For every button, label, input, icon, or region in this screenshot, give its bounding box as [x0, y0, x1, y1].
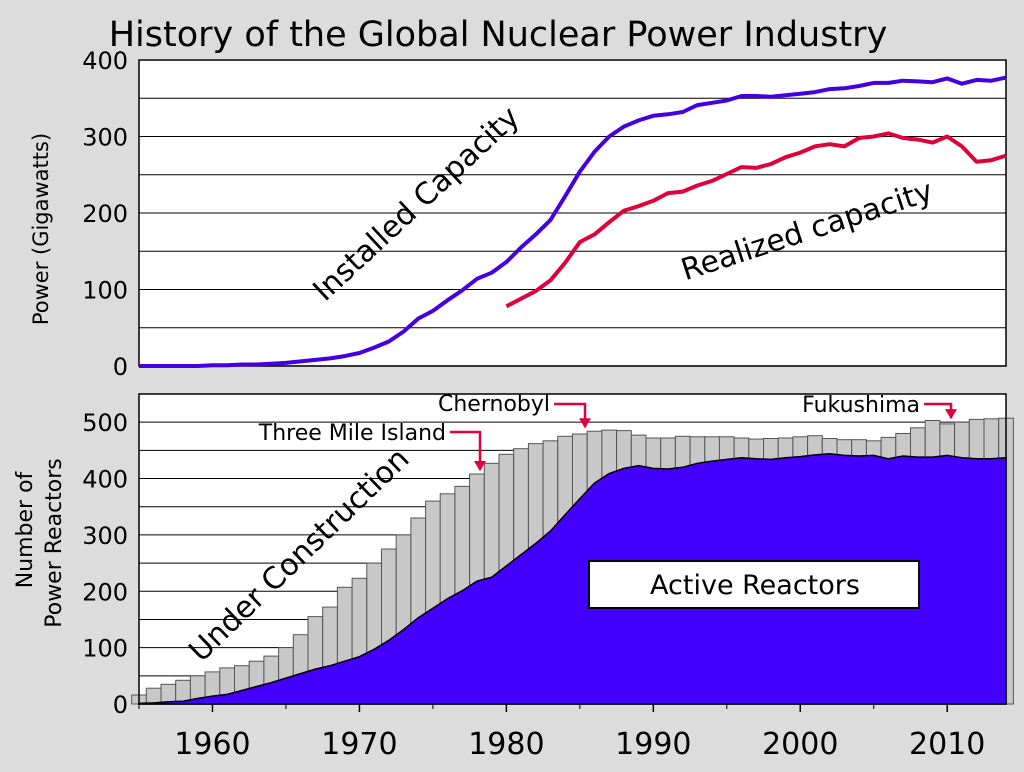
power-plot-area	[139, 59, 1006, 365]
active-reactors-fill	[138, 452, 1007, 705]
power-y-ticks: 0 100 200 300 400	[82, 47, 128, 381]
power-y-tick-label: 0	[113, 353, 128, 381]
reactors-axis-label-line2: Power Reactors	[42, 458, 67, 628]
annotation-label: Chernobyl	[438, 392, 550, 417]
reactors-y-tick-label: 400	[82, 466, 128, 494]
year-tick-label: 1980	[468, 727, 544, 762]
under-construction-bar	[145, 687, 162, 705]
power-y-tick-label: 200	[82, 200, 128, 228]
annotation-label: Fukushima	[802, 393, 920, 418]
power-plot-frame	[138, 59, 1007, 367]
reactors-y-tick-label: 0	[113, 691, 128, 719]
reactors-axis-label-line1: Number of	[13, 470, 38, 588]
active-reactors-area	[138, 452, 1007, 705]
annotation-arrow	[450, 430, 482, 471]
year-tick-label: 1970	[321, 727, 397, 762]
reactors-axis-label-line2-text: Power Reactors	[42, 458, 67, 628]
installed-capacity-line	[139, 75, 1007, 368]
reactors-y-tick-label: 100	[82, 635, 128, 663]
chart-title: History of the Global Nuclear Power Indu…	[109, 15, 888, 55]
annotation-arrowhead	[474, 461, 486, 472]
reactors-plot-frame	[138, 393, 1007, 705]
year-tick-label: 2000	[762, 727, 838, 762]
power-y-tick-label: 100	[82, 277, 128, 305]
reactors-axis-label-line1-text: Number of	[13, 470, 38, 588]
year-tick-label: 1960	[174, 727, 250, 762]
power-y-tick-label: 300	[82, 124, 128, 152]
power-axis-label: Power (Gigawatts)	[29, 133, 53, 325]
active-reactors-label: Active Reactors	[650, 570, 860, 601]
reactors-panel: Number of Power Reactors 0 100 200 300 400 50…	[13, 392, 1014, 762]
annotation-label: Three Mile Island	[258, 421, 446, 446]
year-x-ticks: 1960 1970 1980 1990 2000 2010	[138, 704, 985, 762]
annotation-arrowhead	[579, 418, 591, 429]
power-series	[139, 75, 1007, 368]
year-tick-label: 1990	[615, 727, 691, 762]
power-y-tick-label: 400	[82, 47, 128, 75]
year-tick-label: 2010	[909, 727, 985, 762]
reactors-y-tick-label: 500	[82, 409, 128, 437]
reactors-y-tick-label: 300	[82, 522, 128, 550]
reactors-y-ticks: 0 100 200 300 400 500	[82, 409, 128, 719]
event-annotations: Three Mile Island Chernobyl Fukushima	[258, 392, 957, 472]
active-reactors-label-box	[588, 560, 920, 609]
annotation-arrowhead	[945, 409, 957, 420]
reactors-y-tick-label: 200	[82, 578, 128, 606]
realized-capacity-line	[505, 131, 1007, 309]
